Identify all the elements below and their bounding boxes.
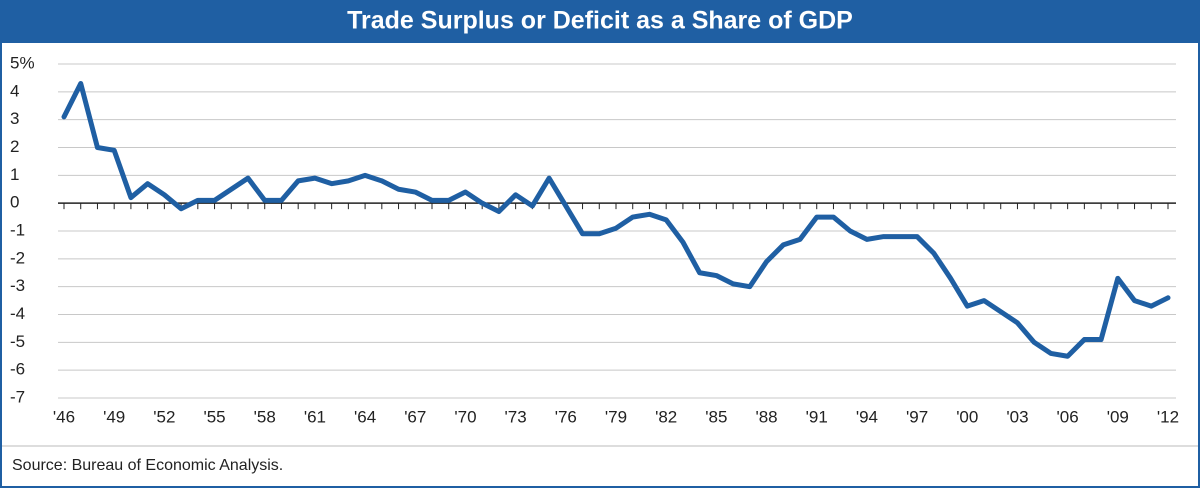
x-tick-label: '91 bbox=[806, 407, 828, 426]
x-tick-label: '00 bbox=[956, 407, 978, 426]
y-tick-label: -5 bbox=[10, 332, 25, 351]
x-tick-label: '64 bbox=[354, 407, 376, 426]
x-tick-label: '85 bbox=[705, 407, 727, 426]
x-tick-label: '94 bbox=[856, 407, 878, 426]
y-tick-label: -3 bbox=[10, 276, 25, 295]
x-tick-label: '70 bbox=[454, 407, 476, 426]
y-tick-label: 1 bbox=[10, 165, 19, 184]
x-tick-label: '73 bbox=[505, 407, 527, 426]
y-tick-label: 0 bbox=[10, 193, 19, 212]
y-tick-label: 3 bbox=[10, 109, 19, 128]
y-tick-label: -6 bbox=[10, 360, 25, 379]
x-tick-label: '06 bbox=[1057, 407, 1079, 426]
x-tick-label: '52 bbox=[153, 407, 175, 426]
y-tick-label: -7 bbox=[10, 387, 25, 406]
x-tick-label: '55 bbox=[203, 407, 225, 426]
x-tick-label: '88 bbox=[755, 407, 777, 426]
x-tick-label: '76 bbox=[555, 407, 577, 426]
x-tick-label: '03 bbox=[1006, 407, 1028, 426]
x-tick-label: '97 bbox=[906, 407, 928, 426]
title-bar bbox=[0, 0, 1200, 43]
y-tick-label: -2 bbox=[10, 248, 25, 267]
y-tick-label: 5% bbox=[10, 53, 35, 72]
x-tick-label: '09 bbox=[1107, 407, 1129, 426]
y-tick-label: -4 bbox=[10, 304, 25, 323]
x-tick-label: '82 bbox=[655, 407, 677, 426]
x-tick-label: '12 bbox=[1157, 407, 1179, 426]
x-tick-label: '67 bbox=[404, 407, 426, 426]
y-tick-label: 2 bbox=[10, 137, 19, 156]
source: Source: Bureau of Economic Analysis. bbox=[12, 457, 283, 474]
x-tick-label: '49 bbox=[103, 407, 125, 426]
x-tick-label: '46 bbox=[53, 407, 75, 426]
x-tick-label: '79 bbox=[605, 407, 627, 426]
data-line bbox=[61, 80, 1171, 359]
x-tick-label: '58 bbox=[254, 407, 276, 426]
chart-title: Trade Surplus or Deficit as a Share of G… bbox=[347, 7, 853, 35]
x-tick-label: '61 bbox=[304, 407, 326, 426]
y-tick-label: -1 bbox=[10, 220, 25, 239]
y-tick-label: 4 bbox=[10, 81, 19, 100]
